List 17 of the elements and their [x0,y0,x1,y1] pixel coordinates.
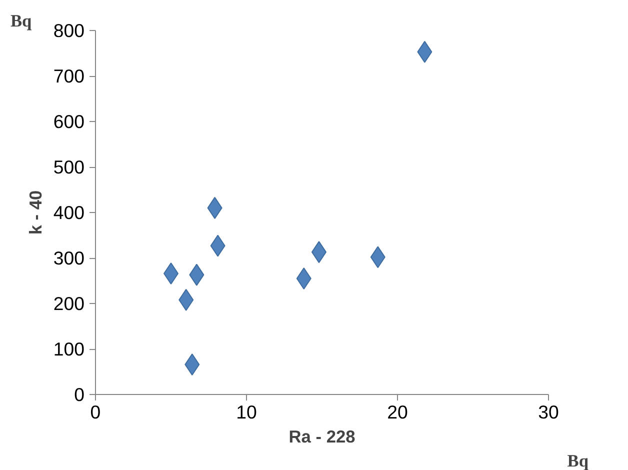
text: Bq [567,452,589,470]
text: Bq [10,12,32,30]
y-tick-label: 700 [53,66,85,86]
y-tick-label: 800 [53,20,85,41]
y-tick-label: 100 [53,338,85,360]
y-tick-label: 300 [53,248,85,268]
x-tick-label: 10 [236,402,257,422]
y-tick-label: 0 [74,384,85,405]
y-tick-label: 500 [53,156,85,178]
x-tick-label: 0 [90,402,101,422]
y-axis-title: k - 40 [25,190,46,235]
y-tick-label: 600 [53,111,85,132]
x-tick-label: 30 [538,402,559,422]
x-tick-label: 20 [387,402,408,422]
x-axis-title: Ra - 228 [288,426,356,446]
y-tick-label: 200 [53,293,85,314]
y-tick-label: 400 [53,202,85,223]
